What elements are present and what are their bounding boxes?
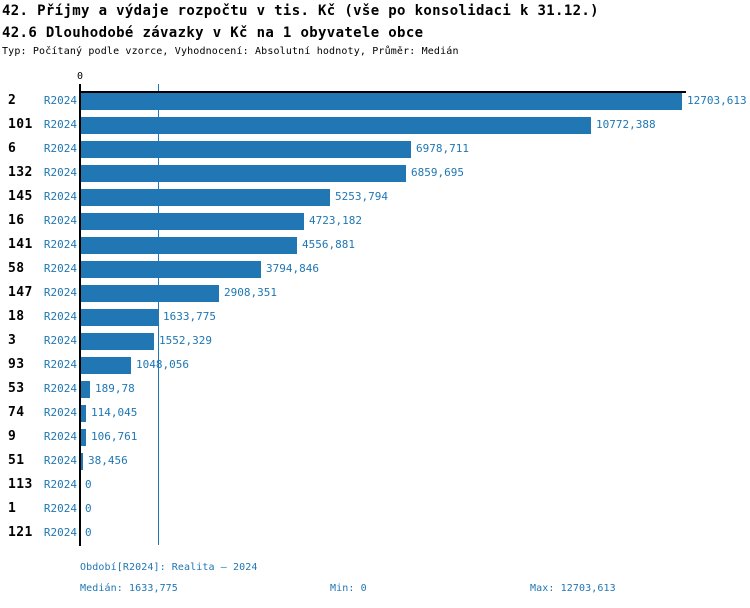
row-period-label: R2024 [43, 454, 77, 467]
bar-value-label: 4556,881 [302, 238, 355, 251]
chart-bar [81, 165, 406, 182]
row-category-label: 6 [8, 141, 17, 156]
row-category-label: 74 [8, 405, 25, 420]
bar-value-label: 6978,711 [416, 142, 469, 155]
footer-period-label: Období[R2024]: Realita – 2024 [80, 562, 258, 573]
row-category-label: 1 [8, 501, 17, 516]
chart-bar [81, 405, 86, 422]
y-axis-line [79, 84, 81, 546]
row-period-label: R2024 [43, 214, 77, 227]
row-period-label: R2024 [43, 502, 77, 515]
row-period-label: R2024 [43, 190, 77, 203]
row-category-label: 141 [8, 237, 33, 252]
row-period-label: R2024 [43, 238, 77, 251]
bar-value-label: 1552,329 [159, 334, 212, 347]
chart-meta-line: Typ: Počítaný podle vzorce, Vyhodnocení:… [2, 46, 459, 57]
row-category-label: 101 [8, 117, 33, 132]
bar-value-label: 38,456 [88, 454, 128, 467]
chart-bar [81, 357, 131, 374]
bar-value-label: 106,761 [91, 430, 138, 443]
row-period-label: R2024 [43, 310, 77, 323]
row-category-label: 147 [8, 285, 33, 300]
bar-value-label: 0 [85, 526, 92, 539]
row-category-label: 3 [8, 333, 17, 348]
row-period-label: R2024 [43, 478, 77, 491]
row-category-label: 53 [8, 381, 25, 396]
row-period-label: R2024 [43, 406, 77, 419]
row-period-label: R2024 [43, 382, 77, 395]
bar-value-label: 0 [85, 478, 92, 491]
row-category-label: 2 [8, 93, 17, 108]
footer-min-label: Min: 0 [330, 583, 367, 594]
bar-value-label: 5253,794 [335, 190, 388, 203]
bar-value-label: 2908,351 [224, 286, 277, 299]
bar-value-label: 3794,846 [266, 262, 319, 275]
bar-value-label: 10772,388 [596, 118, 656, 131]
row-category-label: 51 [8, 453, 25, 468]
bar-value-label: 0 [85, 502, 92, 515]
chart-bar [81, 261, 261, 278]
row-category-label: 121 [8, 525, 33, 540]
chart-bar [81, 309, 158, 326]
chart-bar [81, 93, 682, 110]
chart-subtitle: 42.6 Dlouhodobé závazky v Kč na 1 obyvat… [2, 25, 424, 41]
row-category-label: 93 [8, 357, 25, 372]
zero-tick-label: 0 [76, 71, 84, 82]
footer-median-label: Medián: 1633,775 [80, 583, 178, 594]
chart-bar [81, 381, 90, 398]
row-period-label: R2024 [43, 526, 77, 539]
row-category-label: 58 [8, 261, 25, 276]
row-period-label: R2024 [43, 94, 77, 107]
row-period-label: R2024 [43, 142, 77, 155]
row-category-label: 9 [8, 429, 17, 444]
row-period-label: R2024 [43, 358, 77, 371]
row-period-label: R2024 [43, 430, 77, 443]
row-category-label: 16 [8, 213, 25, 228]
median-line [158, 84, 159, 545]
row-period-label: R2024 [43, 166, 77, 179]
row-category-label: 145 [8, 189, 33, 204]
row-period-label: R2024 [43, 262, 77, 275]
chart-bar [81, 429, 86, 446]
bar-value-label: 6859,695 [411, 166, 464, 179]
chart-bar [81, 333, 154, 350]
bar-value-label: 114,045 [91, 406, 138, 419]
row-category-label: 113 [8, 477, 33, 492]
chart-bar [81, 453, 83, 470]
row-period-label: R2024 [43, 334, 77, 347]
bar-value-label: 12703,613 [687, 94, 747, 107]
chart-bar [81, 213, 304, 230]
bar-value-label: 1048,056 [136, 358, 189, 371]
bar-value-label: 1633,775 [163, 310, 216, 323]
chart-bar [81, 237, 297, 254]
footer-max-label: Max: 12703,613 [530, 583, 616, 594]
row-category-label: 132 [8, 165, 33, 180]
chart-bar [81, 285, 219, 302]
row-category-label: 18 [8, 309, 25, 324]
chart-bar [81, 117, 591, 134]
row-period-label: R2024 [43, 286, 77, 299]
chart-bar [81, 189, 330, 206]
row-period-label: R2024 [43, 118, 77, 131]
bar-value-label: 189,78 [95, 382, 135, 395]
chart-bar [81, 141, 411, 158]
x-axis-top-line [79, 91, 686, 93]
chart-title: 42. Příjmy a výdaje rozpočtu v tis. Kč (… [2, 3, 599, 19]
bar-value-label: 4723,182 [309, 214, 362, 227]
